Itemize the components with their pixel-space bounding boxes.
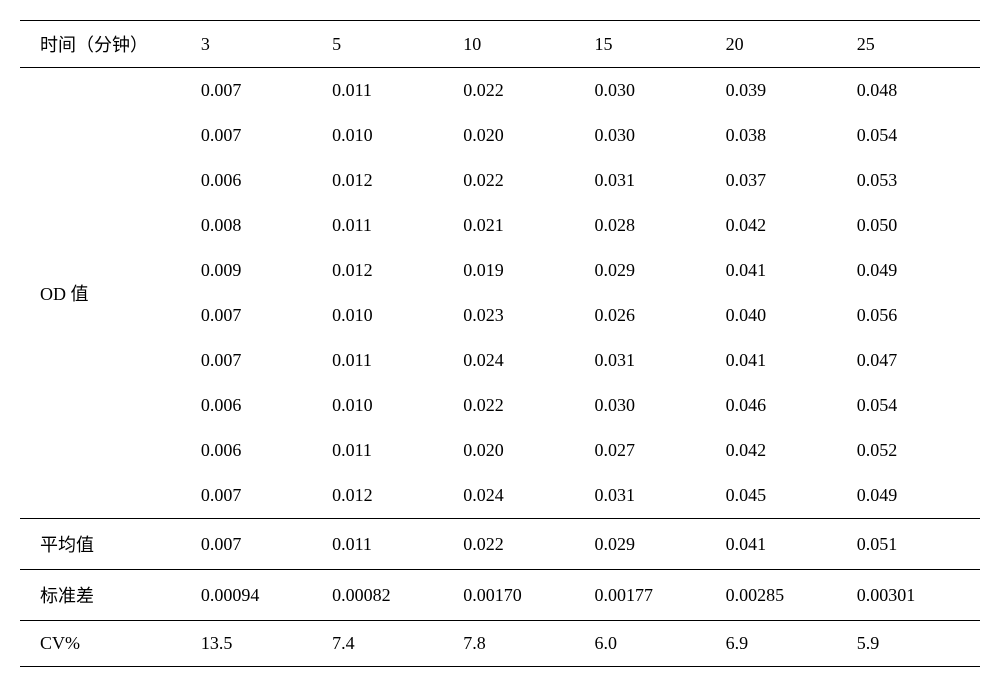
table-cell: 0.00301 [849,570,980,621]
table-cell: 0.049 [849,248,980,293]
table-cell: 0.010 [324,293,455,338]
mean-label: 平均值 [20,519,193,570]
table-cell: 0.045 [718,473,849,519]
header-col: 25 [849,21,980,68]
table-cell: 0.022 [455,519,586,570]
table-cell: 0.011 [324,519,455,570]
table-cell: 13.5 [193,621,324,667]
mean-row: 平均值 0.007 0.011 0.022 0.029 0.041 0.051 [20,519,980,570]
table-cell: 0.029 [586,248,717,293]
table-cell: 0.009 [193,248,324,293]
table-cell: 0.039 [718,68,849,114]
std-row: 标准差 0.00094 0.00082 0.00170 0.00177 0.00… [20,570,980,621]
table-cell: 6.9 [718,621,849,667]
table-cell: 0.026 [586,293,717,338]
table-cell: 0.007 [193,68,324,114]
table-cell: 0.012 [324,248,455,293]
table-cell: 0.042 [718,428,849,473]
table-cell: 0.024 [455,473,586,519]
table-cell: 0.022 [455,158,586,203]
table-cell: 0.046 [718,383,849,428]
table-cell: 0.056 [849,293,980,338]
table-cell: 0.029 [586,519,717,570]
table-cell: 5.9 [849,621,980,667]
table-row: OD 值 0.007 0.011 0.022 0.030 0.039 0.048 [20,68,980,114]
table-cell: 0.031 [586,473,717,519]
table-cell: 0.010 [324,383,455,428]
table-cell: 0.027 [586,428,717,473]
table-cell: 0.040 [718,293,849,338]
table-cell: 0.030 [586,68,717,114]
od-label: OD 值 [20,68,193,519]
table-cell: 0.038 [718,113,849,158]
table-cell: 6.0 [586,621,717,667]
std-label: 标准差 [20,570,193,621]
table-cell: 0.030 [586,113,717,158]
table-cell: 0.006 [193,383,324,428]
table-cell: 0.049 [849,473,980,519]
table-cell: 0.010 [324,113,455,158]
table-cell: 7.8 [455,621,586,667]
table-cell: 0.00285 [718,570,849,621]
table-cell: 0.011 [324,68,455,114]
header-col: 20 [718,21,849,68]
table-cell: 0.041 [718,338,849,383]
table-cell: 0.012 [324,158,455,203]
table-cell: 0.028 [586,203,717,248]
table-cell: 0.051 [849,519,980,570]
header-col: 15 [586,21,717,68]
table-cell: 7.4 [324,621,455,667]
table-cell: 0.012 [324,473,455,519]
table-cell: 0.007 [193,293,324,338]
table-cell: 0.022 [455,383,586,428]
table-cell: 0.047 [849,338,980,383]
table-cell: 0.037 [718,158,849,203]
table-cell: 0.050 [849,203,980,248]
table-header-row: 时间（分钟） 3 5 10 15 20 25 [20,21,980,68]
table-cell: 0.022 [455,68,586,114]
data-table: 时间（分钟） 3 5 10 15 20 25 OD 值 0.007 0.011 … [20,20,980,667]
table-cell: 0.011 [324,338,455,383]
table-cell: 0.031 [586,158,717,203]
header-col: 3 [193,21,324,68]
table-cell: 0.00177 [586,570,717,621]
table-cell: 0.006 [193,428,324,473]
table-cell: 0.030 [586,383,717,428]
table-cell: 0.020 [455,113,586,158]
table-cell: 0.00082 [324,570,455,621]
table-cell: 0.054 [849,113,980,158]
table-cell: 0.00094 [193,570,324,621]
header-label: 时间（分钟） [20,21,193,68]
table-cell: 0.031 [586,338,717,383]
cv-row: CV% 13.5 7.4 7.8 6.0 6.9 5.9 [20,621,980,667]
table-cell: 0.011 [324,428,455,473]
table-cell: 0.020 [455,428,586,473]
table-cell: 0.011 [324,203,455,248]
table-cell: 0.00170 [455,570,586,621]
table-cell: 0.007 [193,338,324,383]
cv-label: CV% [20,621,193,667]
table-cell: 0.023 [455,293,586,338]
table-cell: 0.021 [455,203,586,248]
table-cell: 0.007 [193,519,324,570]
table-cell: 0.007 [193,473,324,519]
header-col: 5 [324,21,455,68]
table-cell: 0.042 [718,203,849,248]
table-cell: 0.054 [849,383,980,428]
table-cell: 0.053 [849,158,980,203]
table-cell: 0.041 [718,248,849,293]
table-cell: 0.007 [193,113,324,158]
table-cell: 0.008 [193,203,324,248]
table-cell: 0.048 [849,68,980,114]
table-cell: 0.052 [849,428,980,473]
table-cell: 0.019 [455,248,586,293]
header-col: 10 [455,21,586,68]
table-cell: 0.041 [718,519,849,570]
table-cell: 0.024 [455,338,586,383]
table-cell: 0.006 [193,158,324,203]
